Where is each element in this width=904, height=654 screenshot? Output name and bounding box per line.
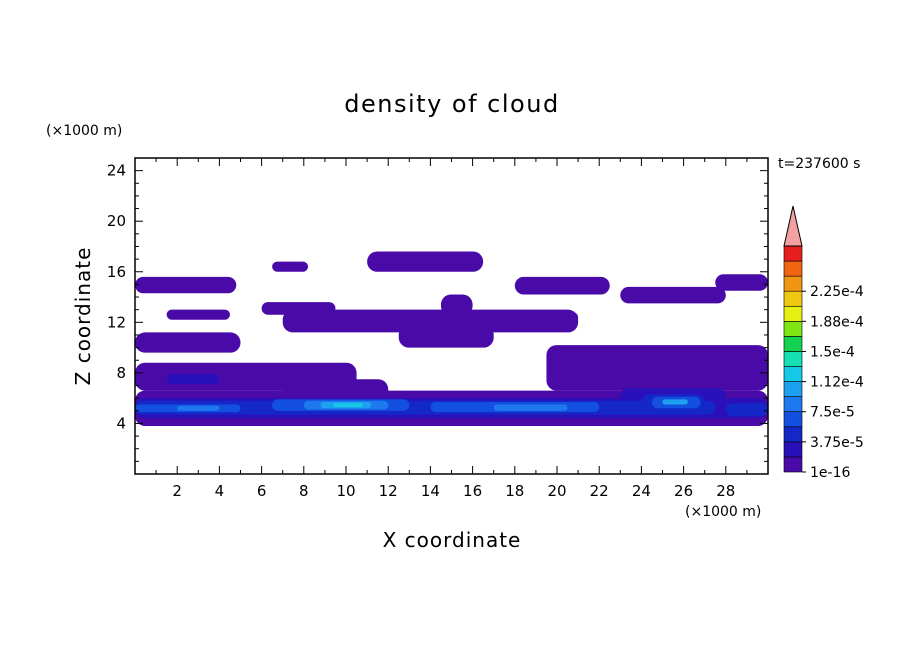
colorbar-label: 1.12e-4 [810,375,864,391]
density-region-28 [493,404,568,411]
x-tick-label: 8 [299,482,309,500]
x-tick-label: 28 [716,482,735,500]
y-tick-label: 16 [107,263,126,281]
time-label: t=237600 s [778,156,860,172]
colorbar-label: 1.88e-4 [810,314,864,330]
colorbar-swatch [783,411,803,428]
density-region-8 [398,324,494,348]
colorbar: 1e-16 3.75e-5 7.5e-5 1.12e-4 1.5e-4 1.88e-4 2.… [783,205,864,481]
x-tick-label: 4 [215,482,225,500]
y-tick-label: 8 [116,364,126,382]
colorbar-swatch [783,290,803,307]
y-tick-label: 24 [107,162,126,180]
x-tick-label: 16 [463,482,482,500]
colorbar-swatch [783,260,803,277]
density-region-11 [367,251,484,272]
density-region-22 [725,403,768,416]
density-region-29 [177,405,220,411]
density-region-3 [135,332,241,353]
colorbar-swatch [783,245,803,262]
y-axis-label: Z coordinate [71,247,95,386]
colorbar-swatch [783,351,803,367]
y-axis-unit: (×1000 m) [46,123,122,139]
x-tick-label: 14 [421,482,440,500]
colorbar-swatch [783,426,803,443]
density-region-31 [662,399,688,405]
colorbar-swatch [783,336,803,352]
density-region-2 [546,345,768,391]
colorbar-swatch [783,441,803,458]
x-tick-label: 24 [632,482,651,500]
density-region-13 [514,276,610,295]
x-axis-label: X coordinate [383,528,522,552]
colorbar-swatch [783,305,803,322]
density-region-14 [620,286,726,304]
colorbar-label: 1e-16 [810,465,850,481]
density-region-16 [493,312,579,323]
density-region-9 [135,276,237,294]
x-axis-ticks: 2 4 6 8 10 12 14 16 18 20 22 24 26 28 [155,158,748,500]
x-tick-label: 26 [674,482,693,500]
density-region-15 [715,274,768,291]
x-axis-unit: (×1000 m) [685,504,761,520]
density-region-32 [333,403,363,408]
y-tick-label: 12 [107,313,126,331]
y-tick-label: 20 [107,212,126,230]
colorbar-swatch [783,321,803,337]
colorbar-swatch [783,366,803,382]
colorbar-swatch [783,275,803,292]
density-region-12 [440,294,473,316]
x-tick-label: 2 [172,482,182,500]
colorbar-extend-arrow [783,205,803,247]
density-region-19 [166,374,220,385]
x-tick-label: 10 [336,482,355,500]
density-field [135,251,768,426]
y-tick-label: 4 [116,414,126,432]
colorbar-label: 3.75e-5 [810,435,864,451]
y-axis-ticks: 4 8 12 16 20 24 [107,157,768,462]
colorbar-label: 7.5e-5 [810,405,855,421]
x-tick-label: 12 [379,482,398,500]
density-region-10 [272,261,309,272]
x-tick-label: 22 [590,482,609,500]
colorbar-swatch [783,381,803,397]
x-tick-label: 20 [547,482,566,500]
colorbar-swatch [783,396,803,413]
density-region-5 [166,309,230,320]
x-tick-label: 6 [257,482,267,500]
colorbar-swatch [783,456,803,473]
colorbar-label: 2.25e-4 [810,284,864,300]
x-tick-label: 18 [505,482,524,500]
colorbar-label: 1.5e-4 [810,344,855,360]
chart-title: density of cloud [344,90,559,118]
